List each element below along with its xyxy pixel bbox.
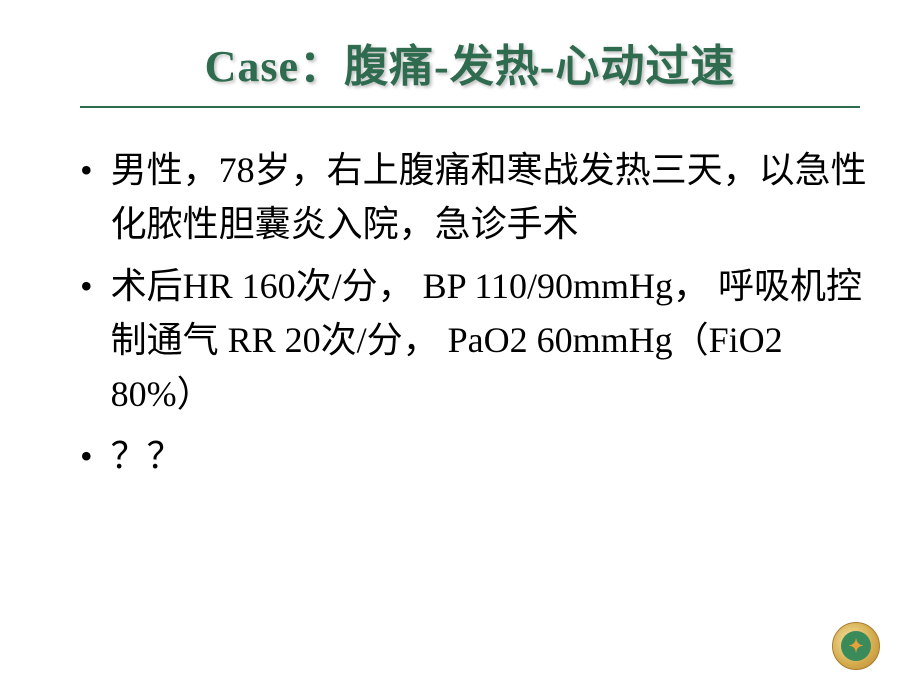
content-area: • 男性，78岁，右上腹痛和寒战发热三天，以急性化脓性胆囊炎入院，急诊手术 • …	[70, 143, 870, 483]
bullet-marker: •	[80, 259, 93, 313]
bullet-text: ？？	[111, 429, 870, 483]
logo-symbol: ✦	[848, 636, 863, 657]
bullet-text: 男性，78岁，右上腹痛和寒战发热三天，以急性化脓性胆囊炎入院，急诊手术	[111, 143, 870, 251]
slide-title: Case：腹痛-发热-心动过速	[70, 30, 870, 94]
logo-outer-circle: ✦	[832, 622, 880, 670]
logo-inner-circle: ✦	[841, 631, 871, 661]
slide-container: Case：腹痛-发热-心动过速 • 男性，78岁，右上腹痛和寒战发热三天，以急性…	[0, 0, 920, 690]
bullet-text: 术后HR 160次/分， BP 110/90mmHg， 呼吸机控制通气 RR 2…	[111, 259, 870, 421]
bullet-item: • 男性，78岁，右上腹痛和寒战发热三天，以急性化脓性胆囊炎入院，急诊手术	[80, 143, 870, 251]
bullet-item: • ？？	[80, 429, 870, 483]
organization-logo: ✦	[832, 622, 880, 670]
bullet-marker: •	[80, 429, 93, 483]
bullet-item: • 术后HR 160次/分， BP 110/90mmHg， 呼吸机控制通气 RR…	[80, 259, 870, 421]
bullet-marker: •	[80, 143, 93, 197]
title-divider	[80, 106, 860, 108]
